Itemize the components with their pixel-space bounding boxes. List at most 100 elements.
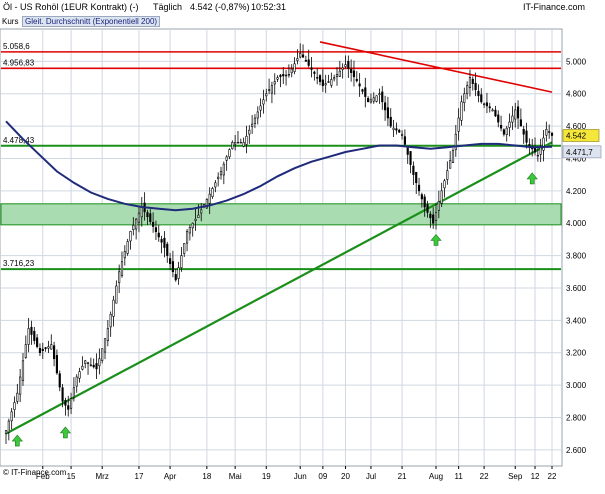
candle-body <box>335 74 339 77</box>
candle-body <box>505 127 508 136</box>
candle-body <box>21 360 25 381</box>
candle-body <box>355 78 358 82</box>
x-tick-label: Sep <box>508 472 523 481</box>
candle-body <box>471 78 474 84</box>
candle-body <box>499 125 503 129</box>
candle-body <box>217 176 220 180</box>
candle-body <box>86 362 90 364</box>
candle-body <box>313 71 316 74</box>
copyright-label: © IT-Finance.com <box>3 468 67 477</box>
level-label: 5.058,6 <box>3 42 30 51</box>
x-tick-label: Mai <box>229 472 242 481</box>
candle-body <box>149 213 152 222</box>
candle-body <box>432 214 435 224</box>
candle-body <box>92 364 95 368</box>
candle-body <box>197 214 200 219</box>
plot-frame <box>0 28 563 467</box>
candle-body <box>415 171 418 184</box>
y-tick-label: 3.200 <box>566 349 587 358</box>
candle-body <box>525 130 528 143</box>
candle-body <box>132 224 135 230</box>
candle-body <box>194 218 197 221</box>
candle-body <box>140 206 143 218</box>
x-tick-label: Jul <box>366 472 376 481</box>
level-label: 3.716,23 <box>3 259 35 268</box>
candle-body <box>327 81 330 83</box>
candle-body <box>163 237 166 248</box>
candle-body <box>304 60 307 62</box>
buy-arrow-icon <box>59 426 72 439</box>
legend-ema: Gleit. Durchschnitt (Exponentiell 200) <box>22 16 161 27</box>
x-tick-label: 21 <box>398 472 407 481</box>
candle-body <box>497 114 500 123</box>
candle-body <box>36 337 39 347</box>
y-tick-label: 4.600 <box>566 122 587 131</box>
x-tick-label: 09 <box>318 472 327 481</box>
candle-body <box>109 313 112 328</box>
candle-body <box>174 274 177 281</box>
last-price-label: 4.542 <box>566 131 587 140</box>
candle-body <box>208 193 211 204</box>
candle-body <box>273 81 276 85</box>
candle-body <box>364 87 367 97</box>
x-tick-label: 12 <box>531 472 540 481</box>
candle-body <box>4 430 8 434</box>
zone-rect <box>0 203 562 226</box>
candle-body <box>19 376 22 395</box>
candle-body <box>381 91 384 103</box>
candle-body <box>477 90 480 97</box>
candle-body <box>101 348 104 361</box>
ema-last-label: 4.471,7 <box>566 148 593 157</box>
candle-body <box>299 52 302 58</box>
price-tags: 4.542 4.471,7 <box>562 129 602 159</box>
candle-body <box>398 129 401 133</box>
candle-body <box>321 79 324 86</box>
candle-body <box>256 111 259 119</box>
candle-body <box>542 137 545 151</box>
candle-body <box>550 132 554 136</box>
candle-body <box>389 116 392 127</box>
candle-body <box>239 141 242 144</box>
candle-body <box>47 346 50 349</box>
candle-body <box>516 106 520 119</box>
candle-body <box>310 67 313 70</box>
y-tick-label: 3.400 <box>566 316 587 325</box>
candle-body <box>265 93 268 97</box>
candle-body <box>324 83 327 86</box>
last-price-box <box>562 129 600 142</box>
candle-body <box>548 131 551 133</box>
candle-body <box>214 182 217 188</box>
legend-kurs: Kurs <box>2 17 19 26</box>
buy-arrow-icon <box>11 434 23 447</box>
candle-body <box>166 243 169 256</box>
candle-body <box>494 109 497 117</box>
candle-body <box>284 74 288 77</box>
candle-body <box>434 212 438 221</box>
candle-body <box>367 98 370 103</box>
candle-body <box>200 209 203 214</box>
candle-body <box>118 271 121 283</box>
candle-body <box>279 74 282 78</box>
candle-body <box>460 101 463 121</box>
candle-body <box>7 420 10 433</box>
candle-body <box>137 212 141 223</box>
candle-body <box>392 127 395 130</box>
candle-body <box>183 243 186 254</box>
brand-label: IT-Finance.com <box>523 2 586 12</box>
candle-body <box>519 119 522 127</box>
candle-body <box>511 115 514 123</box>
candle-body <box>536 154 539 157</box>
candle-body <box>417 184 421 192</box>
level-label: 4.478,43 <box>3 136 35 145</box>
candle-body <box>228 149 231 158</box>
trendline-resistance <box>319 41 553 93</box>
time-label: 10:52:31 <box>251 2 287 12</box>
candle-body <box>522 129 525 135</box>
buy-arrow-icon <box>526 172 538 185</box>
candle-body <box>426 204 429 213</box>
y-tick-label: 3.800 <box>566 252 587 261</box>
candle-body <box>451 150 455 163</box>
candle-body <box>236 141 240 144</box>
horizontal-levels: 5.058,6 4.956,83 4.478,43 3.716,23 <box>1 42 561 271</box>
candle-body <box>129 231 132 242</box>
